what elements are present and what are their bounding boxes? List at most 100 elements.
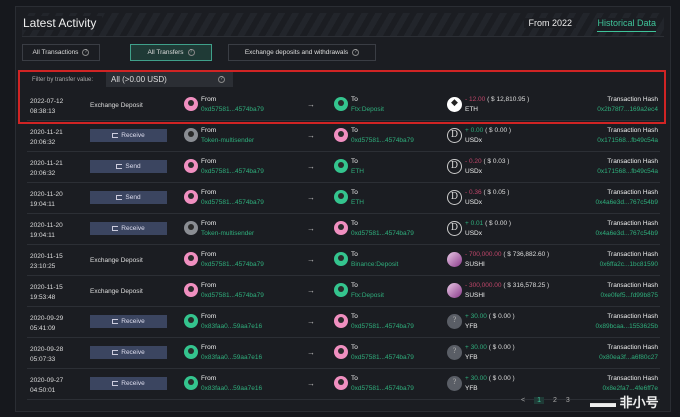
tx-hash-link[interactable]: 0x4a6e3d...767c54b9 xyxy=(595,230,658,237)
from-address-link[interactable]: 0x83faa0...59aa7e16 xyxy=(201,385,263,392)
tx-hash-link[interactable]: 0x2b78f7...169a2ec4 xyxy=(597,106,658,113)
tab-all-transfers[interactable]: All Transfers? xyxy=(130,44,212,61)
prev-page-button[interactable]: < xyxy=(521,397,526,404)
tx-datetime: 2020-09-28 05:07:33 xyxy=(30,345,63,365)
to-label: To xyxy=(351,189,358,196)
receive-button[interactable]: Receive xyxy=(90,377,167,390)
from-address-link[interactable]: Token-multisender xyxy=(201,137,255,144)
avatar-icon xyxy=(334,97,348,111)
tx-date: 2020-11-21 xyxy=(30,129,63,136)
tx-time: 23:10:25 xyxy=(30,263,56,270)
avatar-icon xyxy=(184,345,198,359)
amount-value: + 30.00 xyxy=(465,344,487,351)
send-button[interactable]: Send xyxy=(90,160,167,173)
hash-label: Transaction Hash xyxy=(607,344,658,351)
receive-button[interactable]: Receive xyxy=(90,222,167,235)
to-address-link[interactable]: 0xd57581...4574ba79 xyxy=(351,385,414,392)
usdx-token-icon: D xyxy=(447,128,462,143)
tx-datetime: 2020-11-21 20:06:32 xyxy=(30,128,63,148)
amount: + 30.00 ( $ 0.00 ) xyxy=(465,313,515,320)
to-address-link[interactable]: ETH xyxy=(351,199,364,206)
amount-usd: ( $ 0.00 ) xyxy=(488,313,515,320)
tx-hash-link[interactable]: 0x171568...fb49c54a xyxy=(597,168,658,175)
table-row: 2022-07-12 08:38:13 Exchange Deposit From… xyxy=(27,90,660,121)
arrow-right-icon: → xyxy=(307,224,315,233)
token-symbol: USDx xyxy=(465,137,482,144)
from-label: From xyxy=(201,313,217,320)
from-address-link[interactable]: 0xd57581...4574ba79 xyxy=(201,261,264,268)
avatar-icon xyxy=(184,314,198,328)
amount-usd: ( $ 316,578.25 ) xyxy=(503,282,550,289)
hash-label: Transaction Hash xyxy=(607,158,658,165)
to-address-link[interactable]: 0xd57581...4574ba79 xyxy=(351,354,414,361)
amount-value: - 0.36 xyxy=(465,189,482,196)
tx-datetime: 2020-11-21 20:06:32 xyxy=(30,159,63,179)
arrow-right-icon: → xyxy=(307,131,315,140)
tx-time: 08:38:13 xyxy=(30,108,56,115)
button-label: Send xyxy=(125,194,141,201)
page-1-button[interactable]: 1 xyxy=(534,397,544,404)
to-address-link[interactable]: 0xd57581...4574ba79 xyxy=(351,137,414,144)
tx-hash-link[interactable]: 0xe0fef5...fd99b875 xyxy=(600,292,658,299)
amount-usd: ( $ 0.00 ) xyxy=(485,220,512,227)
receive-button[interactable]: Receive xyxy=(90,346,167,359)
from-address-link[interactable]: 0x83faa0...59aa7e16 xyxy=(201,354,263,361)
tx-hash-link[interactable]: 0x89bcaa...1553625b xyxy=(595,323,658,330)
page-3-button[interactable]: 3 xyxy=(565,397,570,404)
arrow-right-icon: → xyxy=(307,286,315,295)
tx-hash-link[interactable]: 0x6ffa2c...1bc81590 xyxy=(599,261,658,268)
amount-usd: ( $ 736,882.60 ) xyxy=(503,251,550,258)
receive-button[interactable]: Receive xyxy=(90,129,167,142)
avatar-icon xyxy=(334,221,348,235)
arrow-right-icon: → xyxy=(307,100,315,109)
send-button[interactable]: Send xyxy=(90,191,167,204)
amount-usd: ( $ 0.00 ) xyxy=(488,375,515,382)
from-address-link[interactable]: 0xd57581...4574ba79 xyxy=(201,292,264,299)
amount: + 0.00 ( $ 0.00 ) xyxy=(465,127,511,134)
tx-date: 2020-11-15 xyxy=(30,253,63,260)
tx-hash-link[interactable]: 0x80ea3f...a6f80c27 xyxy=(599,354,658,361)
historical-data-tab[interactable]: Historical Data xyxy=(597,18,656,32)
avatar-icon xyxy=(184,283,198,297)
from-address-link[interactable]: 0xd57581...4574ba79 xyxy=(201,168,264,175)
from-2022-link[interactable]: From 2022 xyxy=(524,18,576,28)
to-address-link[interactable]: Ftx:Deposit xyxy=(351,106,384,113)
token-symbol: USDx xyxy=(465,230,482,237)
from-address-link[interactable]: 0x83faa0...59aa7e16 xyxy=(201,323,263,330)
watermark-logo: ▬▬ 非小号 xyxy=(590,395,659,410)
filter-select[interactable]: All (>0.00 USD)? xyxy=(106,72,233,87)
tab-exchange-deposits[interactable]: Exchange deposits and withdrawals? xyxy=(228,44,376,61)
page-2-button[interactable]: 2 xyxy=(553,397,557,404)
to-address-link[interactable]: Ftx:Deposit xyxy=(351,292,384,299)
from-address-link[interactable]: 0xd57581...4574ba79 xyxy=(201,106,264,113)
tx-hash-link[interactable]: 0x171568...fb49c54a xyxy=(597,137,658,144)
tx-hash-link[interactable]: 0x4a6e3d...767c54b9 xyxy=(595,199,658,206)
from-label: From xyxy=(201,189,217,196)
tx-date: 2020-09-28 xyxy=(30,346,64,353)
sushi-token-icon xyxy=(447,283,462,298)
avatar-icon xyxy=(184,190,198,204)
tx-date: 2020-09-27 xyxy=(30,377,64,384)
token-symbol: YFB xyxy=(465,385,478,392)
to-address-link[interactable]: 0xd57581...4574ba79 xyxy=(351,323,414,330)
tab-all-transactions[interactable]: All Transactions? xyxy=(22,44,100,61)
from-label: From xyxy=(201,282,217,289)
from-address-link[interactable]: Token-multisender xyxy=(201,230,255,237)
to-label: To xyxy=(351,127,358,134)
receive-button[interactable]: Receive xyxy=(90,315,167,328)
hash-label: Transaction Hash xyxy=(607,96,658,103)
arrow-right-icon: → xyxy=(307,162,315,171)
tx-hash-link[interactable]: 0x8e2fa7...4fe6ff7e xyxy=(602,385,658,392)
to-address-link[interactable]: Binance:Deposit xyxy=(351,261,399,268)
card-header: Latest Activity From 2022 Historical Dat… xyxy=(22,13,664,37)
to-address-link[interactable]: ETH xyxy=(351,168,364,175)
from-label: From xyxy=(201,375,217,382)
avatar-icon xyxy=(334,345,348,359)
amount: - 0.20 ( $ 0.03 ) xyxy=(465,158,509,165)
avatar-icon xyxy=(334,128,348,142)
amount-value: - 12.00 xyxy=(465,96,486,103)
from-address-link[interactable]: 0xd57581...4574ba79 xyxy=(201,199,264,206)
tx-date: 2020-11-20 xyxy=(30,191,63,198)
button-label: Receive xyxy=(121,349,145,356)
to-address-link[interactable]: 0xd57581...4574ba79 xyxy=(351,230,414,237)
